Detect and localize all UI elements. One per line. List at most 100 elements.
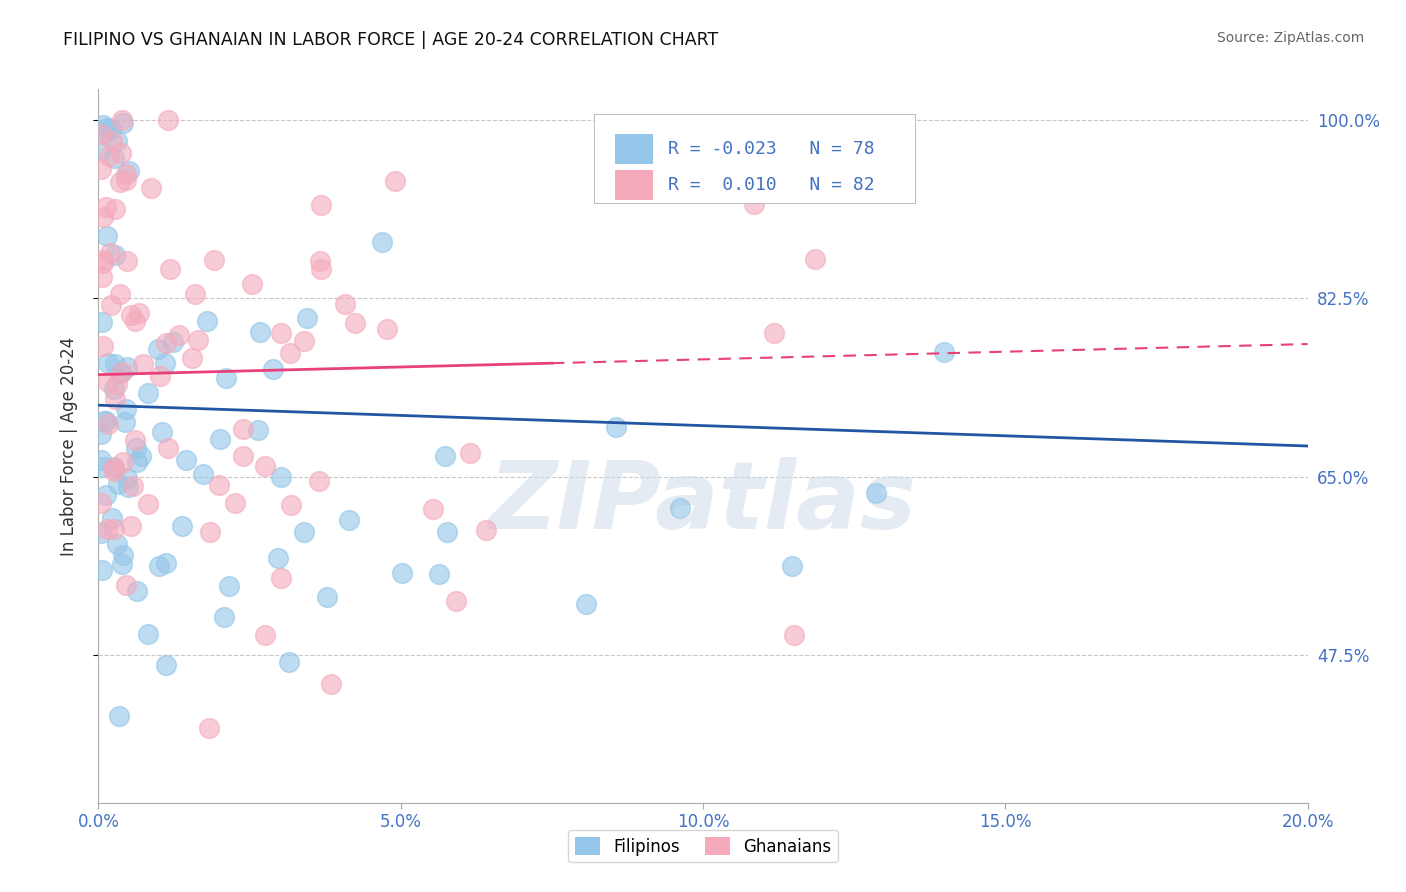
Point xyxy=(120,308,142,322)
Point xyxy=(103,522,125,536)
Point xyxy=(337,513,360,527)
Text: R =  0.010   N = 82: R = 0.010 N = 82 xyxy=(668,176,875,194)
Point xyxy=(90,452,112,467)
Point xyxy=(111,112,134,127)
Point xyxy=(309,198,332,212)
Point xyxy=(172,519,194,533)
Point xyxy=(321,676,343,690)
Point xyxy=(198,525,221,540)
Point xyxy=(150,425,173,440)
Point xyxy=(155,336,177,351)
Point xyxy=(111,455,134,469)
Point xyxy=(316,590,339,604)
Point xyxy=(391,566,413,580)
Point xyxy=(98,246,121,260)
Point xyxy=(117,480,139,494)
Point xyxy=(90,563,112,577)
Point xyxy=(103,461,125,475)
Point xyxy=(125,455,148,469)
Point xyxy=(136,497,159,511)
Point xyxy=(249,325,271,339)
Point xyxy=(232,421,254,435)
Point xyxy=(118,163,141,178)
Point xyxy=(122,479,145,493)
Bar xyxy=(614,170,654,200)
Point xyxy=(333,297,356,311)
Point xyxy=(141,180,163,194)
Point xyxy=(208,477,231,491)
Point xyxy=(162,335,184,350)
Point xyxy=(202,253,225,268)
Point xyxy=(783,628,806,642)
Legend: Filipinos, Ghanaians: Filipinos, Ghanaians xyxy=(568,830,838,863)
Text: Source: ZipAtlas.com: Source: ZipAtlas.com xyxy=(1216,31,1364,45)
Point xyxy=(91,252,114,267)
Point xyxy=(159,262,181,277)
Point xyxy=(90,315,112,329)
Point xyxy=(309,253,332,268)
Point xyxy=(110,145,132,160)
Point xyxy=(100,134,122,148)
Point xyxy=(309,262,332,277)
Text: ZIPatlas: ZIPatlas xyxy=(489,457,917,549)
Point xyxy=(181,351,204,366)
Point xyxy=(191,467,214,482)
Point xyxy=(104,247,127,261)
Point xyxy=(804,252,827,266)
Point xyxy=(267,551,290,566)
Point xyxy=(103,151,125,165)
Point xyxy=(209,432,232,446)
Point xyxy=(107,476,129,491)
Point xyxy=(155,658,177,673)
Point xyxy=(90,161,112,176)
Point xyxy=(103,459,125,474)
Point xyxy=(111,558,134,572)
Point xyxy=(270,326,292,340)
Point xyxy=(90,525,112,540)
Point xyxy=(146,343,169,357)
Point xyxy=(104,202,127,216)
Point xyxy=(103,464,125,478)
Point xyxy=(105,134,128,148)
Point xyxy=(111,365,134,379)
Point xyxy=(93,414,115,428)
Point xyxy=(128,306,150,320)
Point xyxy=(384,174,406,188)
Point xyxy=(375,321,398,335)
Point xyxy=(96,121,118,136)
Point xyxy=(148,559,170,574)
Point xyxy=(125,584,148,599)
Point xyxy=(115,167,138,181)
Point xyxy=(108,708,131,723)
Point xyxy=(90,269,112,284)
Point xyxy=(240,277,263,292)
Point xyxy=(436,525,458,540)
Point xyxy=(232,449,254,463)
Point xyxy=(433,449,456,463)
Point xyxy=(97,376,120,390)
Point xyxy=(124,434,146,448)
Point xyxy=(780,558,803,573)
Point xyxy=(153,356,176,370)
Point xyxy=(669,500,692,515)
Point xyxy=(105,536,128,550)
Point xyxy=(157,441,180,455)
Point xyxy=(444,594,467,608)
Point xyxy=(218,579,240,593)
Point xyxy=(103,382,125,396)
Point xyxy=(124,314,146,328)
Point xyxy=(278,655,301,669)
Point xyxy=(278,345,301,359)
Point xyxy=(115,254,138,268)
Bar xyxy=(614,134,654,164)
Point xyxy=(934,345,956,359)
Point xyxy=(215,370,238,384)
Point xyxy=(762,326,785,341)
Point xyxy=(131,449,153,463)
Point xyxy=(742,197,765,211)
Point xyxy=(136,626,159,640)
Text: R = -0.023   N = 78: R = -0.023 N = 78 xyxy=(668,140,875,158)
Point xyxy=(114,172,136,186)
Point xyxy=(270,470,292,484)
Point xyxy=(100,121,122,136)
